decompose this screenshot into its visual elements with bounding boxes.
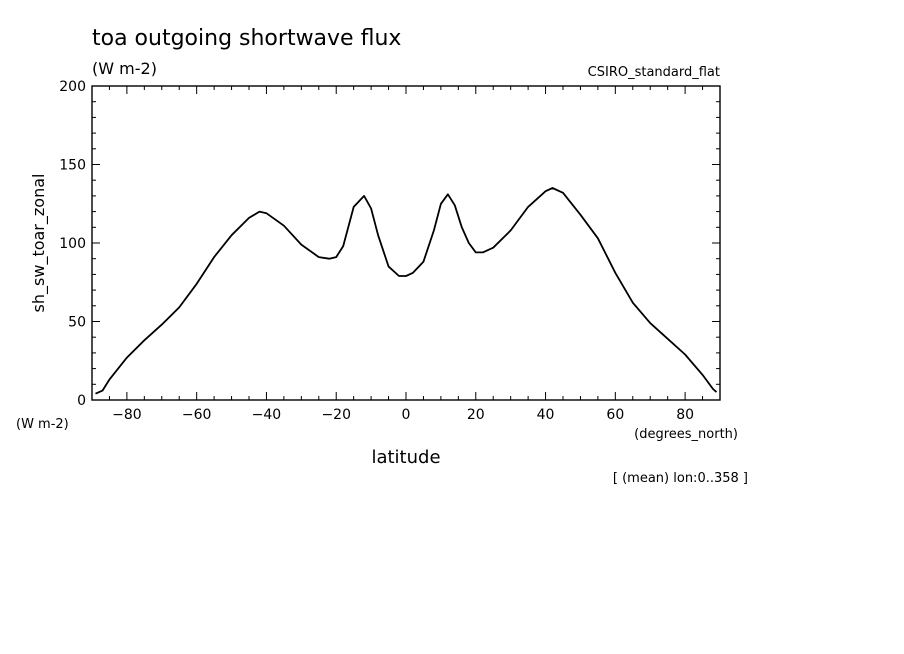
x-tick-label: 0 bbox=[402, 407, 411, 423]
x-tick-label: 80 bbox=[676, 407, 694, 423]
x-tick-label: 20 bbox=[467, 407, 485, 423]
x-tick-label: −80 bbox=[112, 407, 142, 423]
y-tick-label: 50 bbox=[68, 315, 86, 331]
x-tick-label: −60 bbox=[182, 407, 212, 423]
y-tick-label: 150 bbox=[59, 158, 86, 174]
model-label: CSIRO_standard_flat bbox=[588, 65, 720, 80]
x-axis: −80 −60 −40 −20 0 20 40 60 80 bbox=[91, 86, 721, 423]
x-axis-units: (degrees_north) bbox=[634, 427, 738, 442]
y-tick-label: 200 bbox=[59, 79, 86, 95]
x-axis-label: latitude bbox=[371, 447, 440, 468]
y-axis: 0 50 100 150 200 bbox=[59, 79, 720, 409]
y-tick-label: 100 bbox=[59, 236, 86, 252]
series-line bbox=[95, 187, 718, 395]
y-axis-units: (W m-2) bbox=[16, 417, 69, 432]
x-tick-label: −20 bbox=[321, 407, 351, 423]
x-tick-label: −40 bbox=[252, 407, 282, 423]
footnote: [ (mean) lon:0..358 ] bbox=[613, 471, 748, 486]
y-axis-label: sh_sw_toar_zonal bbox=[29, 174, 49, 313]
chart-title: toa outgoing shortwave flux bbox=[92, 26, 401, 51]
y-tick-label: 0 bbox=[77, 393, 86, 409]
x-tick-label: 40 bbox=[537, 407, 555, 423]
title-units: (W m-2) bbox=[92, 59, 157, 78]
plot-frame bbox=[91, 85, 721, 401]
x-tick-label: 60 bbox=[606, 407, 624, 423]
